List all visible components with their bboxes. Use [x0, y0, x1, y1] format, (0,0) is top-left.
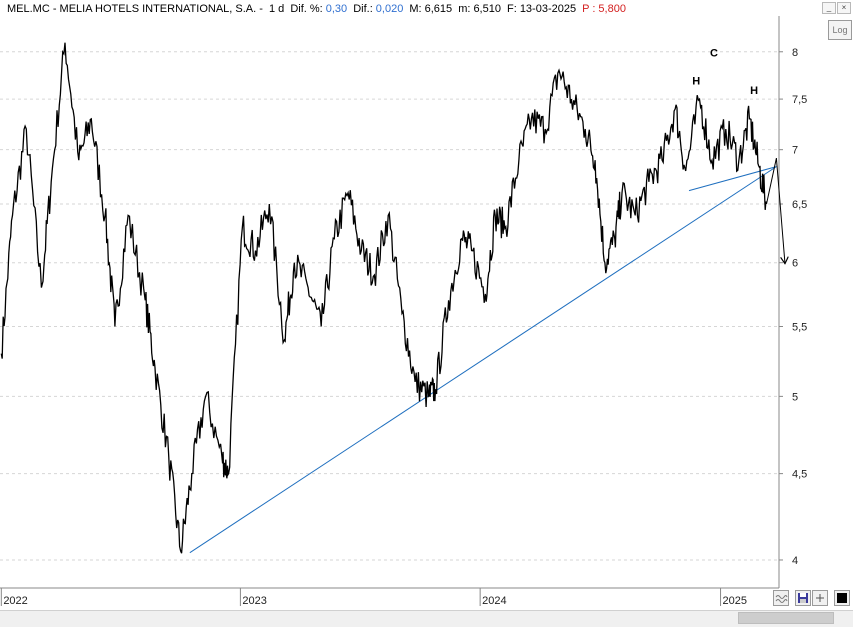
price-label: P :: [582, 3, 596, 15]
pattern-annotations: H C H: [692, 47, 785, 262]
axes: 4 4,5 5 5,5 6 6,5 7 7,5 8 2022 2023 2024 2025: [0, 16, 807, 607]
y-tick-label: 8: [792, 47, 798, 59]
trendlines: [189, 166, 777, 554]
x-tick-label: 2022: [3, 595, 27, 607]
symbol-name: MEL.MC - MELIA HOTELS INTERNATIONAL, S.A…: [7, 3, 263, 15]
scrollbar-thumb[interactable]: [738, 612, 834, 624]
black-square-icon: [837, 593, 847, 603]
grid-lines: [0, 51, 779, 561]
y-tick-label: 4,5: [792, 469, 807, 481]
trendline: [688, 166, 777, 192]
max-label: M:: [409, 3, 422, 15]
projection-arrow: [766, 157, 785, 263]
floppy-disk-icon: [798, 593, 808, 603]
x-tick-label: 2023: [242, 595, 266, 607]
pattern-label: H: [692, 76, 700, 88]
date-value: 13-03-2025: [519, 3, 577, 15]
y-tick-label: 6: [792, 258, 798, 270]
close-button[interactable]: ×: [837, 2, 851, 14]
max-value: 6,615: [424, 3, 453, 15]
date-label: F:: [507, 3, 517, 15]
period: 1 d: [268, 3, 285, 15]
dif-value: 0,020: [375, 3, 404, 15]
min-value: 6,510: [473, 3, 501, 15]
x-tick-label: 2025: [723, 595, 747, 607]
pattern-label: C: [710, 47, 718, 59]
y-tick-label: 6,5: [792, 199, 807, 211]
save-button[interactable]: [795, 590, 811, 606]
color-button[interactable]: [834, 590, 850, 606]
price-line: [0, 42, 768, 554]
dif-pct-label: Dif. %:: [290, 3, 323, 15]
wave-tool-button[interactable]: [773, 590, 789, 606]
dif-label: Dif.:: [353, 3, 373, 15]
quote-info-bar: MEL.MC - MELIA HOTELS INTERNATIONAL, S.A…: [4, 3, 632, 19]
log-scale-toggle[interactable]: Log: [828, 20, 852, 40]
cursor-tool-button[interactable]: [812, 590, 828, 606]
trendline: [189, 166, 777, 554]
wave-icon: [775, 595, 788, 603]
x-tick-label: 2024: [482, 595, 506, 607]
dif-pct-value: 0,30: [325, 3, 348, 15]
horizontal-scrollbar[interactable]: [0, 610, 853, 627]
minimize-button[interactable]: _: [822, 2, 836, 14]
pattern-label: H: [750, 85, 758, 97]
y-tick-label: 4: [792, 555, 798, 567]
min-label: m:: [458, 3, 471, 15]
y-tick-label: 5,5: [792, 321, 807, 333]
y-tick-label: 7: [792, 145, 798, 157]
y-tick-label: 5: [792, 391, 798, 403]
cursor-cross-icon: [816, 594, 824, 602]
price-series: [0, 42, 768, 554]
price-value: 5,800: [598, 3, 626, 15]
y-tick-label: 7,5: [792, 94, 807, 106]
